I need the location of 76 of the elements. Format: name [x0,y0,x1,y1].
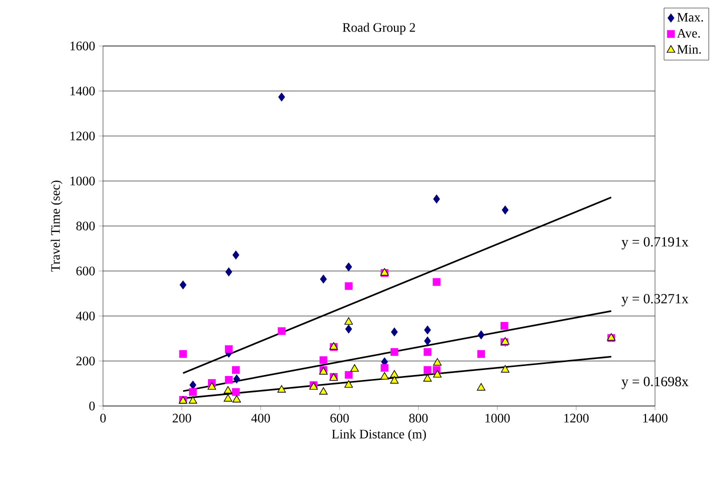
point [390,376,399,384]
point [424,348,432,356]
legend-label: Max. [677,13,703,22]
point [232,250,240,260]
point [277,385,286,393]
point [320,274,327,284]
point [391,328,398,336]
y-tick-label: 1200 [70,132,95,140]
point [344,380,353,388]
point [278,327,286,335]
point [190,380,196,390]
point [344,282,352,290]
point [424,336,431,346]
point [232,388,240,396]
point [188,396,198,404]
point [208,382,216,390]
point [478,330,484,340]
point [423,374,432,382]
point [224,386,232,394]
y-axis-title: Travel Time (sec) [50,180,62,272]
point [233,374,240,384]
x-tick-label: 1000 [485,414,510,422]
point [345,324,352,334]
x-tick-label: 800 [409,414,428,422]
point [433,370,442,378]
point [477,350,485,358]
annotation: y = 0.1698x [622,376,688,390]
y-tick-label: 600 [76,266,95,276]
point [424,326,431,334]
x-tick-label: 400 [251,414,270,422]
x-tick-label: 1400 [643,414,668,422]
point [350,364,359,372]
point [390,370,399,378]
chart-title: Road Group 2 [342,22,415,34]
point [180,280,186,290]
legend-label: Ave. [676,28,700,38]
point [502,206,509,214]
legend-label: Min. [677,45,701,54]
point [433,194,440,204]
point [476,383,486,391]
point [380,372,389,380]
point [189,388,197,396]
point [225,268,232,276]
y-tick-label: 800 [76,222,95,230]
point [433,358,442,366]
point [179,350,187,358]
point [345,262,352,272]
point [224,394,232,402]
x-tick-label: 600 [330,414,349,422]
annotation: y = 0.7191x [622,237,688,250]
y-tick-label: 400 [76,312,95,320]
point [500,365,510,373]
y-tick-label: 1000 [70,176,95,186]
point [278,92,285,102]
y-tick-label: 1600 [70,42,95,50]
point [320,356,328,364]
annotation: y = 0.3271x [622,294,688,306]
point [344,317,353,325]
y-tick-label: 1400 [70,86,95,96]
point [319,387,328,395]
point [432,278,440,286]
point [390,348,398,356]
point [232,366,240,374]
point [232,395,241,403]
y-tick-label: 0 [89,402,95,410]
point [380,364,388,372]
x-tick-label: 0 [100,414,106,422]
point [424,366,432,374]
point [224,345,233,353]
x-axis-title: Link Distance (m) [332,429,426,442]
x-tick-label: 200 [172,414,192,422]
point [224,376,233,384]
point [344,371,352,379]
y-tick-label: 200 [76,356,95,366]
x-tick-label: 1200 [564,414,589,422]
point [500,322,508,330]
